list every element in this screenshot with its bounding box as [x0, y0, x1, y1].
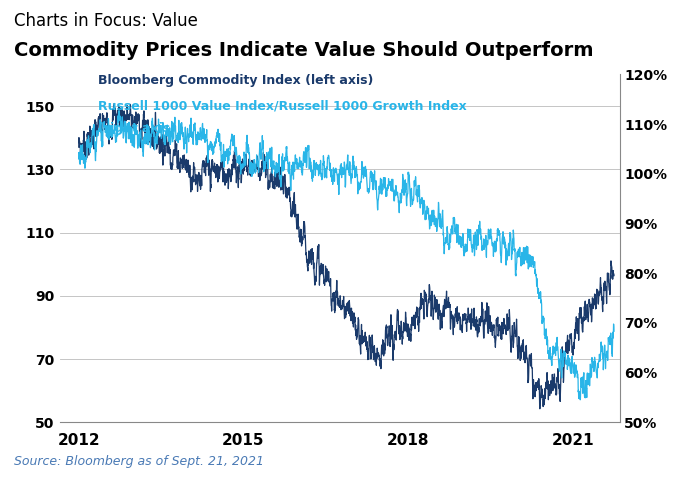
Text: Bloomberg Commodity Index (left axis): Bloomberg Commodity Index (left axis): [98, 74, 373, 87]
Text: (right axis): (right axis): [98, 122, 176, 135]
Text: Russell 1000 Value Index/Russell 1000 Growth Index: Russell 1000 Value Index/Russell 1000 Gr…: [98, 99, 467, 112]
Text: Commodity Prices Indicate Value Should Outperform: Commodity Prices Indicate Value Should O…: [14, 41, 594, 60]
Text: Charts in Focus: Value: Charts in Focus: Value: [14, 12, 198, 30]
Text: Source: Bloomberg as of Sept. 21, 2021: Source: Bloomberg as of Sept. 21, 2021: [14, 455, 264, 468]
